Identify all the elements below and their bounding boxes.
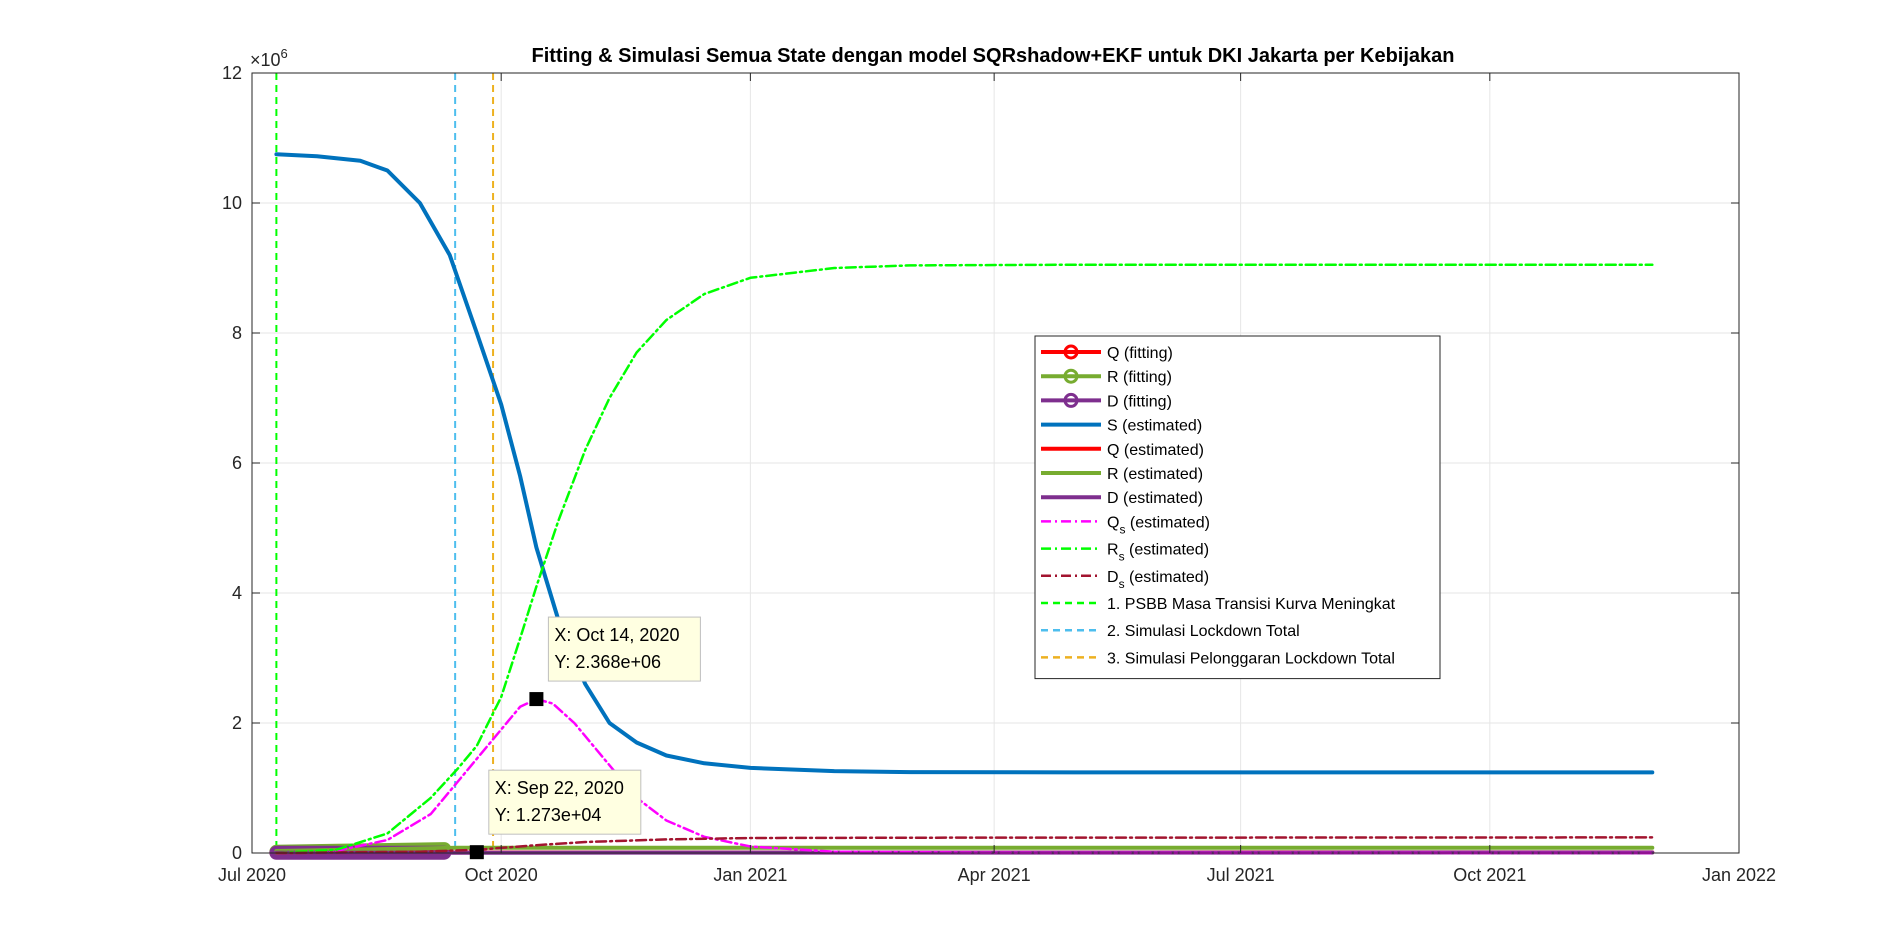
x-tick-label: Apr 2021 xyxy=(958,865,1031,885)
legend-entry-label: Q (estimated) xyxy=(1107,442,1204,459)
y-tick-label: 4 xyxy=(232,583,242,603)
datatip-x-text: X: Oct 14, 2020 xyxy=(554,625,679,645)
datatip-box xyxy=(547,616,701,682)
y-exponent-base: ×10 xyxy=(250,50,281,70)
chart-title: Fitting & Simulasi Semua State dengan mo… xyxy=(532,45,1455,67)
legend-entry-subscript: s xyxy=(1119,577,1125,591)
y-tick-label: 10 xyxy=(222,193,242,213)
legend-entry-label: R (estimated) xyxy=(1107,466,1203,483)
legend-entry-label: Qs (estimated) xyxy=(1107,514,1210,536)
legend-entry-main: Q xyxy=(1107,514,1119,531)
legend-box xyxy=(1034,335,1441,680)
y-tick-label: 2 xyxy=(232,713,242,733)
legend-entry-label: S (estimated) xyxy=(1107,418,1202,435)
legend-entry-subscript: s xyxy=(1119,550,1125,564)
datatip-y-text: Y: 1.273e+04 xyxy=(495,805,602,825)
datatip-marker xyxy=(529,692,544,707)
legend-swatch-marker xyxy=(1063,392,1079,408)
datatip-box xyxy=(488,769,642,835)
y-tick-label: 12 xyxy=(222,63,242,83)
y-tick-label: 8 xyxy=(232,323,242,343)
legend-entry-label: Q (fitting) xyxy=(1107,345,1173,362)
legend-swatch-marker xyxy=(1063,368,1079,384)
x-tick-label: Jul 2020 xyxy=(218,865,286,885)
plot-area: 0 2 4 6 8 10 12 Jul 2020 Oct 2020 Jan 2021 Apr 202… xyxy=(218,46,1776,885)
x-tick-label: Jan 2021 xyxy=(713,865,787,885)
legend: Q (fitting) R (fitting) D (fitting) S (esti… xyxy=(1034,335,1441,680)
x-tick-label: Oct 2020 xyxy=(465,865,538,885)
vertical-lines xyxy=(275,73,495,853)
legend-entry-main: R xyxy=(1107,542,1119,559)
datatip-x-text: X: Sep 22, 2020 xyxy=(495,778,624,798)
legend-entry-suffix: (estimated) xyxy=(1125,542,1209,559)
legend-entry-label: R (fitting) xyxy=(1107,369,1172,386)
datatip-y-text: Y: 2.368e+06 xyxy=(554,652,661,672)
legend-entry-label: Rs (estimated) xyxy=(1107,542,1209,564)
y-tick-label: 6 xyxy=(232,453,242,473)
legend-entry-suffix: (estimated) xyxy=(1125,569,1209,586)
datatips: X: Oct 14, 2020 Y: 2.368e+06 X: Sep 22, 20… xyxy=(469,616,701,860)
y-tick-label: 0 xyxy=(232,843,242,863)
legend-entry-label: Ds (estimated) xyxy=(1107,569,1209,591)
series-line xyxy=(275,836,1654,855)
legend-entry-label: 3. Simulasi Pelonggaran Lockdown Total xyxy=(1107,650,1395,667)
x-tick-label: Oct 2021 xyxy=(1453,865,1526,885)
x-tick-label: Jan 2022 xyxy=(1702,865,1776,885)
series-line xyxy=(275,263,1654,855)
legend-entry-subscript: s xyxy=(1119,522,1125,536)
legend-entry-suffix: (estimated) xyxy=(1125,514,1209,531)
legend-entry-label: 1. PSBB Masa Transisi Kurva Meningkat xyxy=(1107,596,1396,613)
datatip-marker xyxy=(469,845,484,860)
legend-swatch-marker xyxy=(1063,344,1079,360)
legend-entry-label: 2. Simulasi Lockdown Total xyxy=(1107,623,1300,640)
legend-entry-main: D xyxy=(1107,569,1119,586)
legend-entry-label: D (estimated) xyxy=(1107,490,1203,507)
x-tick-label: Jul 2021 xyxy=(1207,865,1275,885)
legend-entry-label: D (fitting) xyxy=(1107,393,1172,410)
y-exponent-power: 6 xyxy=(281,46,288,61)
y-exponent-label: ×106 xyxy=(250,46,288,70)
ticks: 0 2 4 6 8 10 12 Jul 2020 Oct 2020 Jan 2021 Apr 202… xyxy=(218,63,1776,885)
